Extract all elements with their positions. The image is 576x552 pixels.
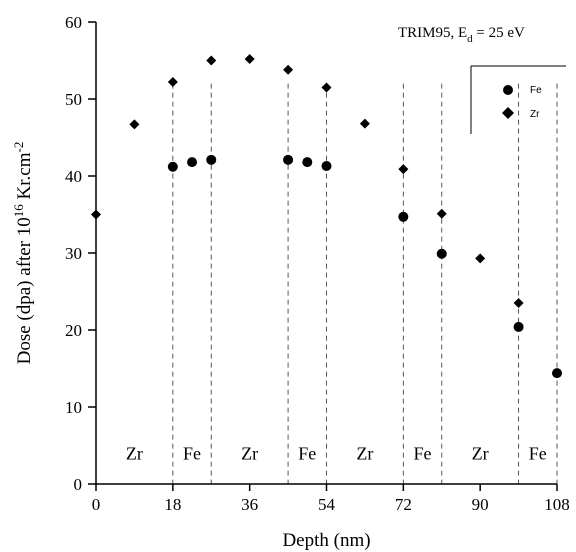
- point-fe: [206, 154, 217, 165]
- x-tick-label: 0: [92, 495, 101, 514]
- y-tick-label: 10: [65, 398, 82, 417]
- legend-marker-fe: [503, 85, 513, 95]
- legend-label-fe: Fe: [530, 85, 542, 96]
- layer-label: Zr: [472, 443, 489, 463]
- point-fe: [436, 248, 447, 259]
- layer-boundary-lines: [172, 83, 558, 484]
- layer-label: Zr: [241, 443, 258, 463]
- point-fe: [283, 154, 294, 165]
- point-fe: [302, 157, 313, 168]
- point-zr: [398, 164, 409, 175]
- x-tick-label: 72: [395, 495, 412, 514]
- layer-label: Zr: [126, 443, 143, 463]
- x-tick-label: 108: [544, 495, 570, 514]
- point-zr: [91, 209, 101, 220]
- point-zr: [129, 119, 140, 130]
- point-zr: [436, 208, 447, 219]
- legend-marker-zr: [502, 107, 514, 119]
- y-tick-label: 60: [65, 13, 82, 32]
- point-fe: [167, 161, 178, 172]
- axis-ticks: 0 10 20 30 40 50 60 0 18 36 54 72 90 108: [65, 13, 570, 514]
- x-axis-title: Depth (nm): [282, 530, 370, 551]
- point-zr: [321, 82, 332, 93]
- point-fe: [552, 368, 562, 379]
- point-fe: [187, 157, 198, 168]
- layer-label: Fe: [298, 443, 316, 463]
- layer-label: Fe: [414, 443, 432, 463]
- simulation-annotation: TRIM95, Ed = 25 eV: [398, 25, 525, 45]
- layer-label: Fe: [529, 443, 547, 463]
- point-zr: [475, 253, 486, 264]
- x-tick-label: 90: [472, 495, 489, 514]
- data-points: [91, 53, 562, 379]
- y-tick-label: 50: [65, 90, 82, 109]
- y-tick-label: 0: [74, 475, 83, 494]
- point-zr: [206, 55, 217, 66]
- point-fe: [398, 211, 409, 222]
- x-tick-label: 54: [318, 495, 336, 514]
- point-fe: [321, 160, 332, 171]
- point-zr: [244, 53, 255, 64]
- point-zr: [359, 118, 370, 129]
- x-tick-label: 36: [241, 495, 258, 514]
- layer-label: Fe: [183, 443, 201, 463]
- legend: Fe Zr: [470, 65, 566, 134]
- point-fe: [513, 321, 524, 332]
- y-axis-title: Dose (dpa) after 1016 Kr.cm-2: [11, 142, 35, 365]
- y-tick-label: 20: [65, 321, 82, 340]
- point-zr: [167, 77, 178, 88]
- point-zr: [283, 64, 294, 75]
- layer-label: Zr: [356, 443, 373, 463]
- y-tick-label: 30: [65, 244, 82, 263]
- point-zr: [513, 298, 524, 309]
- layer-labels: Zr Fe Zr Fe Zr Fe Zr Fe: [126, 443, 547, 463]
- legend-label-zr: Zr: [530, 109, 540, 120]
- y-tick-label: 40: [65, 167, 82, 186]
- x-tick-label: 18: [164, 495, 181, 514]
